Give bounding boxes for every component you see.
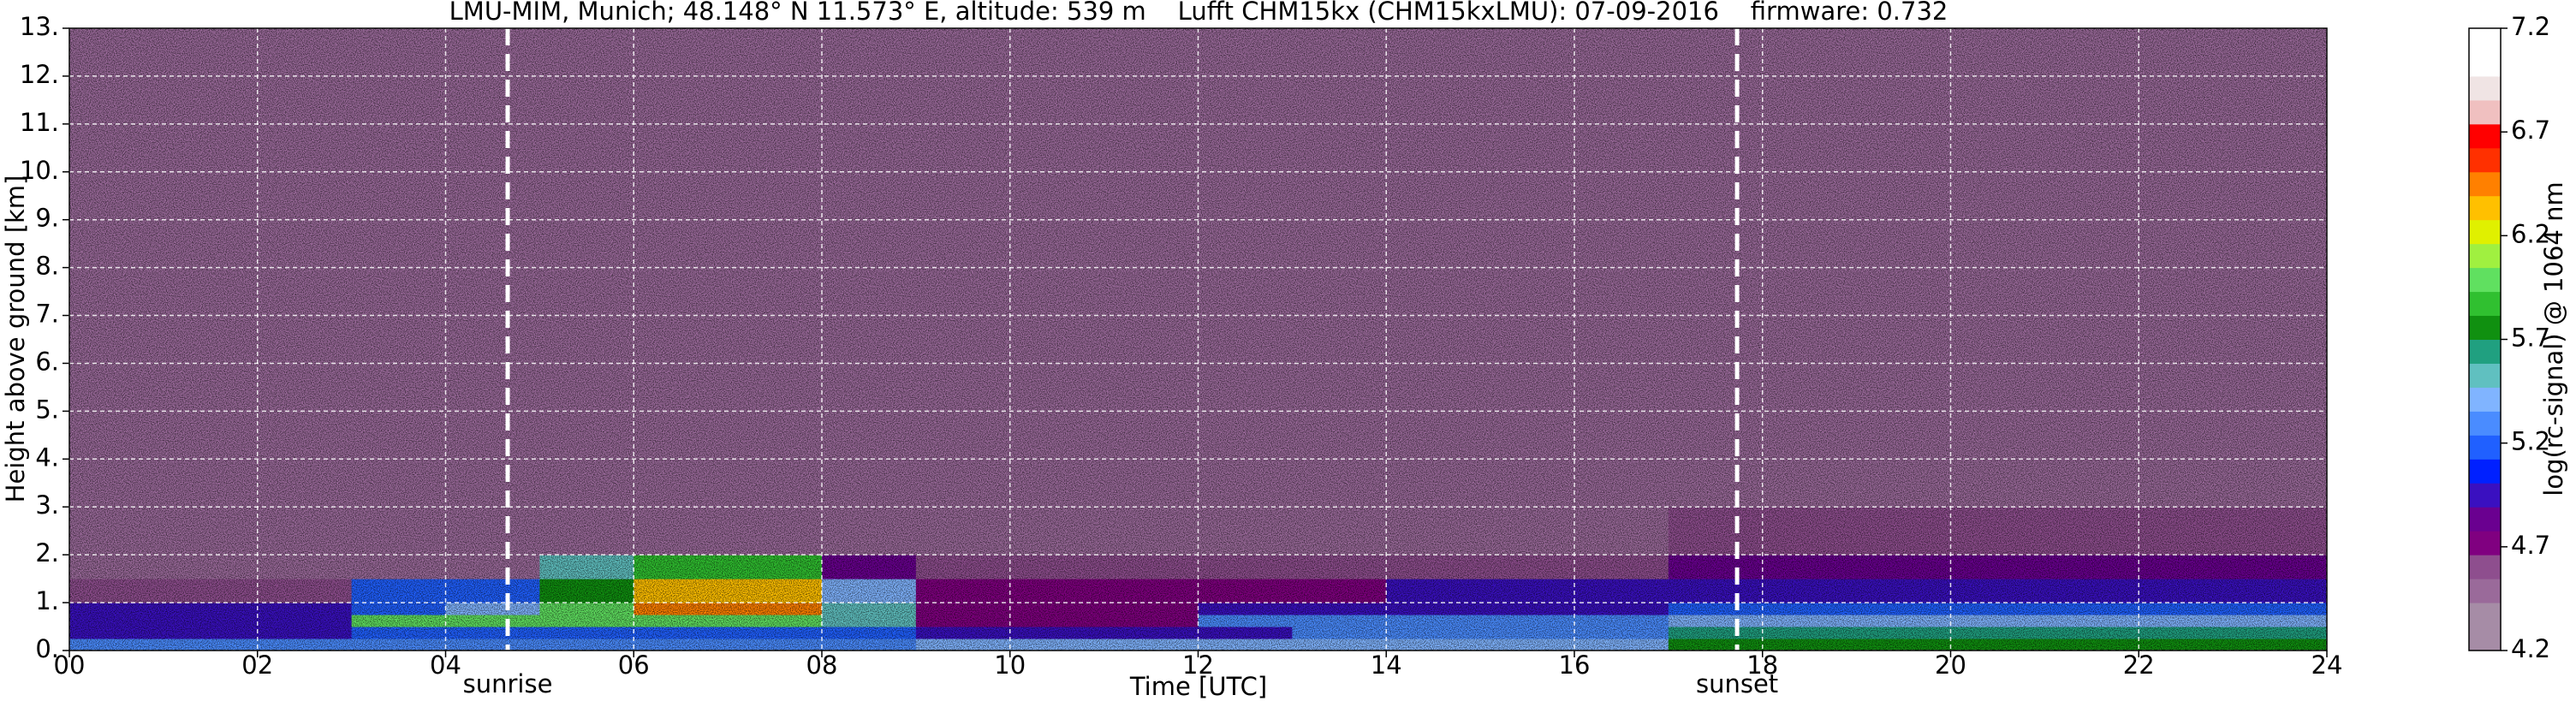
- colorbar-segment: [2469, 28, 2501, 53]
- colorbar-segment: [2469, 459, 2501, 484]
- x-tick-label: 14: [1371, 651, 1402, 680]
- colorbar-segment: [2469, 435, 2501, 460]
- x-tick-label: 00: [54, 651, 86, 680]
- y-tick-label: 4.: [35, 443, 59, 472]
- x-tick-label: 24: [2311, 651, 2343, 680]
- colorbar-segment: [2469, 243, 2501, 269]
- y-tick-label: 8.: [35, 252, 59, 281]
- x-axis-label: Time [UTC]: [1129, 672, 1267, 701]
- colorbar-segment: [2469, 75, 2501, 101]
- y-tick-label: 13.: [20, 12, 59, 41]
- y-tick-label: 0.: [35, 634, 59, 663]
- annotation-label: sunset: [1696, 669, 1778, 698]
- colorbar-segment: [2469, 531, 2501, 556]
- colorbar-tick-label: 6.7: [2511, 116, 2550, 145]
- colorbar-segment: [2469, 603, 2501, 627]
- x-tick-label: 08: [806, 651, 838, 680]
- colorbar-tick-label: 4.2: [2511, 634, 2550, 663]
- x-tick-label: 10: [994, 651, 1026, 680]
- y-tick-label: 2.: [35, 538, 59, 567]
- colorbar-segment: [2469, 195, 2501, 221]
- colorbar-segment: [2469, 219, 2501, 245]
- colorbar-segment: [2469, 339, 2501, 364]
- colorbar-tick-label: 7.2: [2511, 12, 2550, 41]
- colorbar-tick-label: 5.2: [2511, 427, 2550, 456]
- y-tick-label: 10.: [20, 156, 59, 185]
- x-tick-label: 12: [1182, 651, 1214, 680]
- x-tick-label: 16: [1559, 651, 1591, 680]
- y-tick-label: 1.: [35, 586, 59, 615]
- plot-frame: [68, 27, 2328, 651]
- y-tick-label: 9.: [35, 204, 59, 233]
- colorbar-segment: [2469, 267, 2501, 293]
- colorbar-segment: [2469, 123, 2501, 149]
- y-tick-label: 5.: [35, 395, 59, 424]
- x-tick-label: 22: [2123, 651, 2155, 680]
- colorbar-segment: [2469, 579, 2501, 603]
- y-tick-label: 11.: [20, 108, 59, 137]
- chart-title: LMU-MIM, Munich; 48.148° N 11.573° E, al…: [449, 0, 1948, 26]
- y-tick-label: 3.: [35, 490, 59, 520]
- colorbar-segment: [2469, 387, 2501, 412]
- colorbar-segment: [2469, 99, 2501, 125]
- colorbar-segment: [2469, 291, 2501, 317]
- colorbar-segment: [2469, 147, 2501, 173]
- colorbar-tick-label: 4.7: [2511, 531, 2550, 560]
- colorbar-tick-label: 5.7: [2511, 324, 2550, 353]
- y-tick-label: 7.: [35, 300, 59, 329]
- x-tick-label: 02: [241, 651, 273, 680]
- y-axis-label: Height above ground [km]: [1, 175, 30, 503]
- x-tick-label: 06: [618, 651, 650, 680]
- colorbar-segment: [2469, 171, 2501, 197]
- colorbar-segment: [2469, 507, 2501, 532]
- colorbar-segment: [2469, 363, 2501, 388]
- colorbar-segment: [2469, 315, 2501, 340]
- colorbar-segment: [2469, 555, 2501, 579]
- annotation-label: sunrise: [463, 669, 553, 698]
- x-tick-label: 18: [1746, 651, 1778, 680]
- colorbar-segment: [2469, 627, 2501, 651]
- colorbar-tick-label: 6.2: [2511, 219, 2550, 248]
- y-tick-label: 6.: [35, 347, 59, 376]
- colorbar-segment: [2469, 51, 2501, 77]
- colorbar-segment: [2469, 483, 2501, 508]
- y-tick-label: 12.: [20, 60, 59, 89]
- colorbar-label: log(rc-signal) @ 1064 nm: [2539, 181, 2568, 496]
- colorbar-segment: [2469, 411, 2501, 436]
- x-tick-label: 04: [430, 651, 461, 680]
- x-tick-label: 20: [1935, 651, 1966, 680]
